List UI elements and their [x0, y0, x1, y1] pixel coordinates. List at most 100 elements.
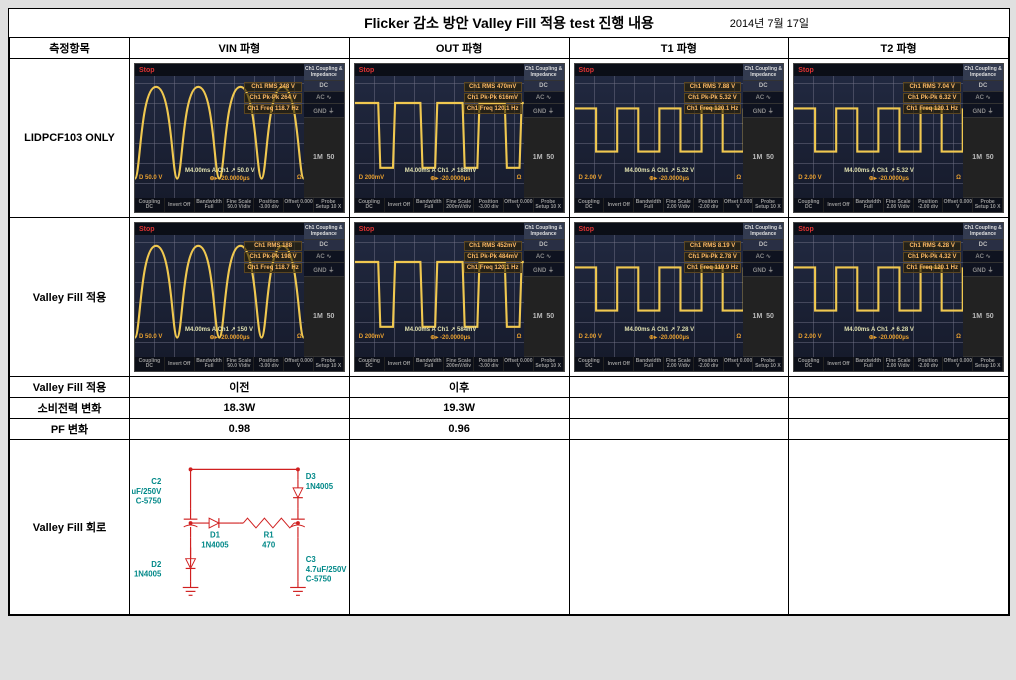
oscilloscope-r2c2: Stop Ch1 RMS 452mVCh1 Pk-Pk 484mVCh1 Fre…	[354, 222, 565, 372]
menu-offset: Offset 0.000 V	[724, 198, 754, 212]
ohm-readout: Ω	[297, 175, 302, 182]
menu-finescale: Fine Scale50.0 V/div	[224, 198, 254, 212]
menu-coupling: Coupling DC	[575, 198, 605, 212]
menu-position: Position-3.00 div	[254, 198, 284, 212]
wave-area: Stop Ch1 RMS 248 VCh1 Pk-Pk 264 VCh1 Fre…	[135, 64, 344, 198]
scope-r2c4-cell: Stop Ch1 RMS 4.28 VCh1 Pk-Pk 4.32 VCh1 F…	[789, 218, 1009, 377]
svg-text:D2: D2	[151, 560, 162, 569]
measurements: Ch1 RMS 7.88 VCh1 Pk-Pk 5.32 VCh1 Freq 1…	[684, 82, 742, 115]
stop-label: Stop	[355, 64, 524, 76]
r3c1: 이전	[130, 377, 350, 398]
coupling-gnd: GND ⏚	[304, 104, 344, 118]
scope-r1c1-cell: Stop Ch1 RMS 248 VCh1 Pk-Pk 264 VCh1 Fre…	[130, 59, 350, 218]
menu-offset: Offset 0.000 V	[724, 357, 754, 371]
header-row: 측정항목 VIN 파형 OUT 파형 T1 파형 T2 파형	[10, 38, 1009, 59]
menu-coupling: Coupling DC	[355, 198, 385, 212]
menu-position: Position-2.00 div	[694, 198, 724, 212]
menu-bandwidth: Bandwidth Full	[634, 357, 664, 371]
row-circuit: Valley Fill 회로 C24.7uF/250VC-5750D31N400…	[10, 440, 1009, 615]
measurements: Ch1 RMS 452mVCh1 Pk-Pk 484mVCh1 Freq 120…	[464, 241, 522, 274]
menu-bandwidth: Bandwidth Full	[634, 198, 664, 212]
menu-invert: Invert Off	[165, 198, 195, 212]
bottom-menu: Coupling DC Invert Off Bandwidth Full Fi…	[135, 357, 344, 371]
oscilloscope-r2c1: Stop Ch1 RMS 188Ch1 Pk-Pk 198 VCh1 Freq …	[134, 222, 345, 372]
scope-r2c2-cell: Stop Ch1 RMS 452mVCh1 Pk-Pk 484mVCh1 Fre…	[349, 218, 569, 377]
header-col1: VIN 파형	[130, 38, 350, 59]
status-line: D 2.00 V ⊕▸ -20.0000µs Ω	[798, 334, 961, 341]
menu-coupling: Coupling DC	[355, 357, 385, 371]
scope-r1c4-cell: Stop Ch1 RMS 7.04 VCh1 Pk-Pk 6.32 VCh1 F…	[789, 59, 1009, 218]
row-label-r1: LIDPCF103 ONLY	[10, 59, 130, 218]
vertical-scale: D 2.00 V	[798, 175, 821, 182]
svg-text:C-5750: C-5750	[136, 497, 162, 506]
measurements: Ch1 RMS 470mVCh1 Pk-Pk 616mVCh1 Freq 120…	[464, 82, 522, 115]
menu-coupling: Coupling DC	[794, 357, 824, 371]
timebase-info: M4.00ms A Ch1 ↗ 150 V	[185, 326, 253, 333]
menu-bandwidth: Bandwidth Full	[854, 198, 884, 212]
wave-area: Stop Ch1 RMS 452mVCh1 Pk-Pk 484mVCh1 Fre…	[355, 223, 564, 357]
menu-bandwidth: Bandwidth Full	[195, 198, 225, 212]
impedance: 1M 50	[524, 277, 564, 357]
bottom-menu: Coupling DC Invert Off Bandwidth Full Fi…	[355, 357, 564, 371]
coupling-ac: AC ∿	[524, 92, 564, 104]
menu-invert: Invert Off	[604, 357, 634, 371]
cursor-pos: ⊕▸ -20.0000µs	[210, 175, 250, 182]
bottom-menu: Coupling DC Invert Off Bandwidth Full Fi…	[575, 357, 784, 371]
impedance: 1M 50	[963, 118, 1003, 198]
svg-text:C-5750: C-5750	[306, 575, 332, 584]
scope-r1c2-cell: Stop Ch1 RMS 470mVCh1 Pk-Pk 616mVCh1 Fre…	[349, 59, 569, 218]
ohm-readout: Ω	[517, 175, 522, 182]
side-panel: Ch1 Coupling & Impedance DC AC ∿ GND ⏚ 1…	[524, 223, 564, 357]
status-line: D 200mV ⊕▸ -20.0000µs Ω	[359, 175, 522, 182]
impedance: 1M 50	[304, 277, 344, 357]
coupling-dc: DC	[743, 240, 783, 251]
menu-position: Position-3.00 div	[254, 357, 284, 371]
wave-area: Stop Ch1 RMS 7.04 VCh1 Pk-Pk 6.32 VCh1 F…	[794, 64, 1003, 198]
wave-area: Stop Ch1 RMS 470mVCh1 Pk-Pk 616mVCh1 Fre…	[355, 64, 564, 198]
cursor-pos: ⊕▸ -20.0000µs	[649, 175, 689, 182]
menu-probe: Probe Setup 10 X	[534, 357, 564, 371]
timebase-info: M4.00ms A Ch1 ↗ 6.28 V	[844, 326, 914, 333]
menu-position: Position-2.00 div	[694, 357, 724, 371]
menu-probe: Probe Setup 10 X	[973, 357, 1003, 371]
row-pf: PF 변화 0.98 0.96	[10, 419, 1009, 440]
side-panel: Ch1 Coupling & Impedance DC AC ∿ GND ⏚ 1…	[524, 64, 564, 198]
bottom-menu: Coupling DC Invert Off Bandwidth Full Fi…	[794, 198, 1003, 212]
r3c4	[789, 377, 1009, 398]
oscilloscope-r1c3: Stop Ch1 RMS 7.88 VCh1 Pk-Pk 5.32 VCh1 F…	[574, 63, 785, 213]
row-power: 소비전력 변화 18.3W 19.3W	[10, 398, 1009, 419]
header-col3: T1 파형	[569, 38, 789, 59]
header-col0: 측정항목	[10, 38, 130, 59]
cursor-pos: ⊕▸ -20.0000µs	[430, 334, 470, 341]
timebase-info: M4.00ms A Ch1 ↗ 7.28 V	[625, 326, 695, 333]
menu-bandwidth: Bandwidth Full	[414, 198, 444, 212]
bottom-menu: Coupling DC Invert Off Bandwidth Full Fi…	[575, 198, 784, 212]
menu-invert: Invert Off	[824, 198, 854, 212]
side-panel: Ch1 Coupling & Impedance DC AC ∿ GND ⏚ 1…	[304, 223, 344, 357]
oscilloscope-r1c1: Stop Ch1 RMS 248 VCh1 Pk-Pk 264 VCh1 Fre…	[134, 63, 345, 213]
menu-finescale: Fine Scale2.00 V/div	[884, 198, 914, 212]
menu-finescale: Fine Scale200mV/div	[444, 198, 474, 212]
side-title: Ch1 Coupling & Impedance	[963, 223, 1003, 240]
menu-probe: Probe Setup 10 X	[534, 198, 564, 212]
menu-finescale: Fine Scale2.00 V/div	[664, 198, 694, 212]
measurements: Ch1 RMS 4.28 VCh1 Pk-Pk 4.32 VCh1 Freq 1…	[903, 241, 961, 274]
timebase-info: M4.00ms A Ch1 ↗ 5.32 V	[844, 167, 914, 174]
impedance: 1M 50	[963, 277, 1003, 357]
row-label-r5: PF 변화	[10, 419, 130, 440]
stop-label: Stop	[794, 223, 963, 235]
coupling-gnd: GND ⏚	[304, 263, 344, 277]
menu-probe: Probe Setup 10 X	[314, 198, 344, 212]
oscilloscope-r2c4: Stop Ch1 RMS 4.28 VCh1 Pk-Pk 4.32 VCh1 F…	[793, 222, 1004, 372]
bottom-menu: Coupling DC Invert Off Bandwidth Full Fi…	[794, 357, 1003, 371]
coupling-dc: DC	[304, 81, 344, 92]
menu-invert: Invert Off	[165, 357, 195, 371]
menu-coupling: Coupling DC	[794, 198, 824, 212]
impedance: 1M 50	[743, 118, 783, 198]
menu-invert: Invert Off	[385, 357, 415, 371]
impedance: 1M 50	[743, 277, 783, 357]
bottom-menu: Coupling DC Invert Off Bandwidth Full Fi…	[355, 198, 564, 212]
report-container: Flicker 감소 방안 Valley Fill 적용 test 진행 내용 …	[8, 8, 1010, 616]
status-line: D 2.00 V ⊕▸ -20.0000µs Ω	[579, 334, 742, 341]
row-lidpcf103: LIDPCF103 ONLY Stop Ch1 RMS 248 VCh1 Pk-…	[10, 59, 1009, 218]
